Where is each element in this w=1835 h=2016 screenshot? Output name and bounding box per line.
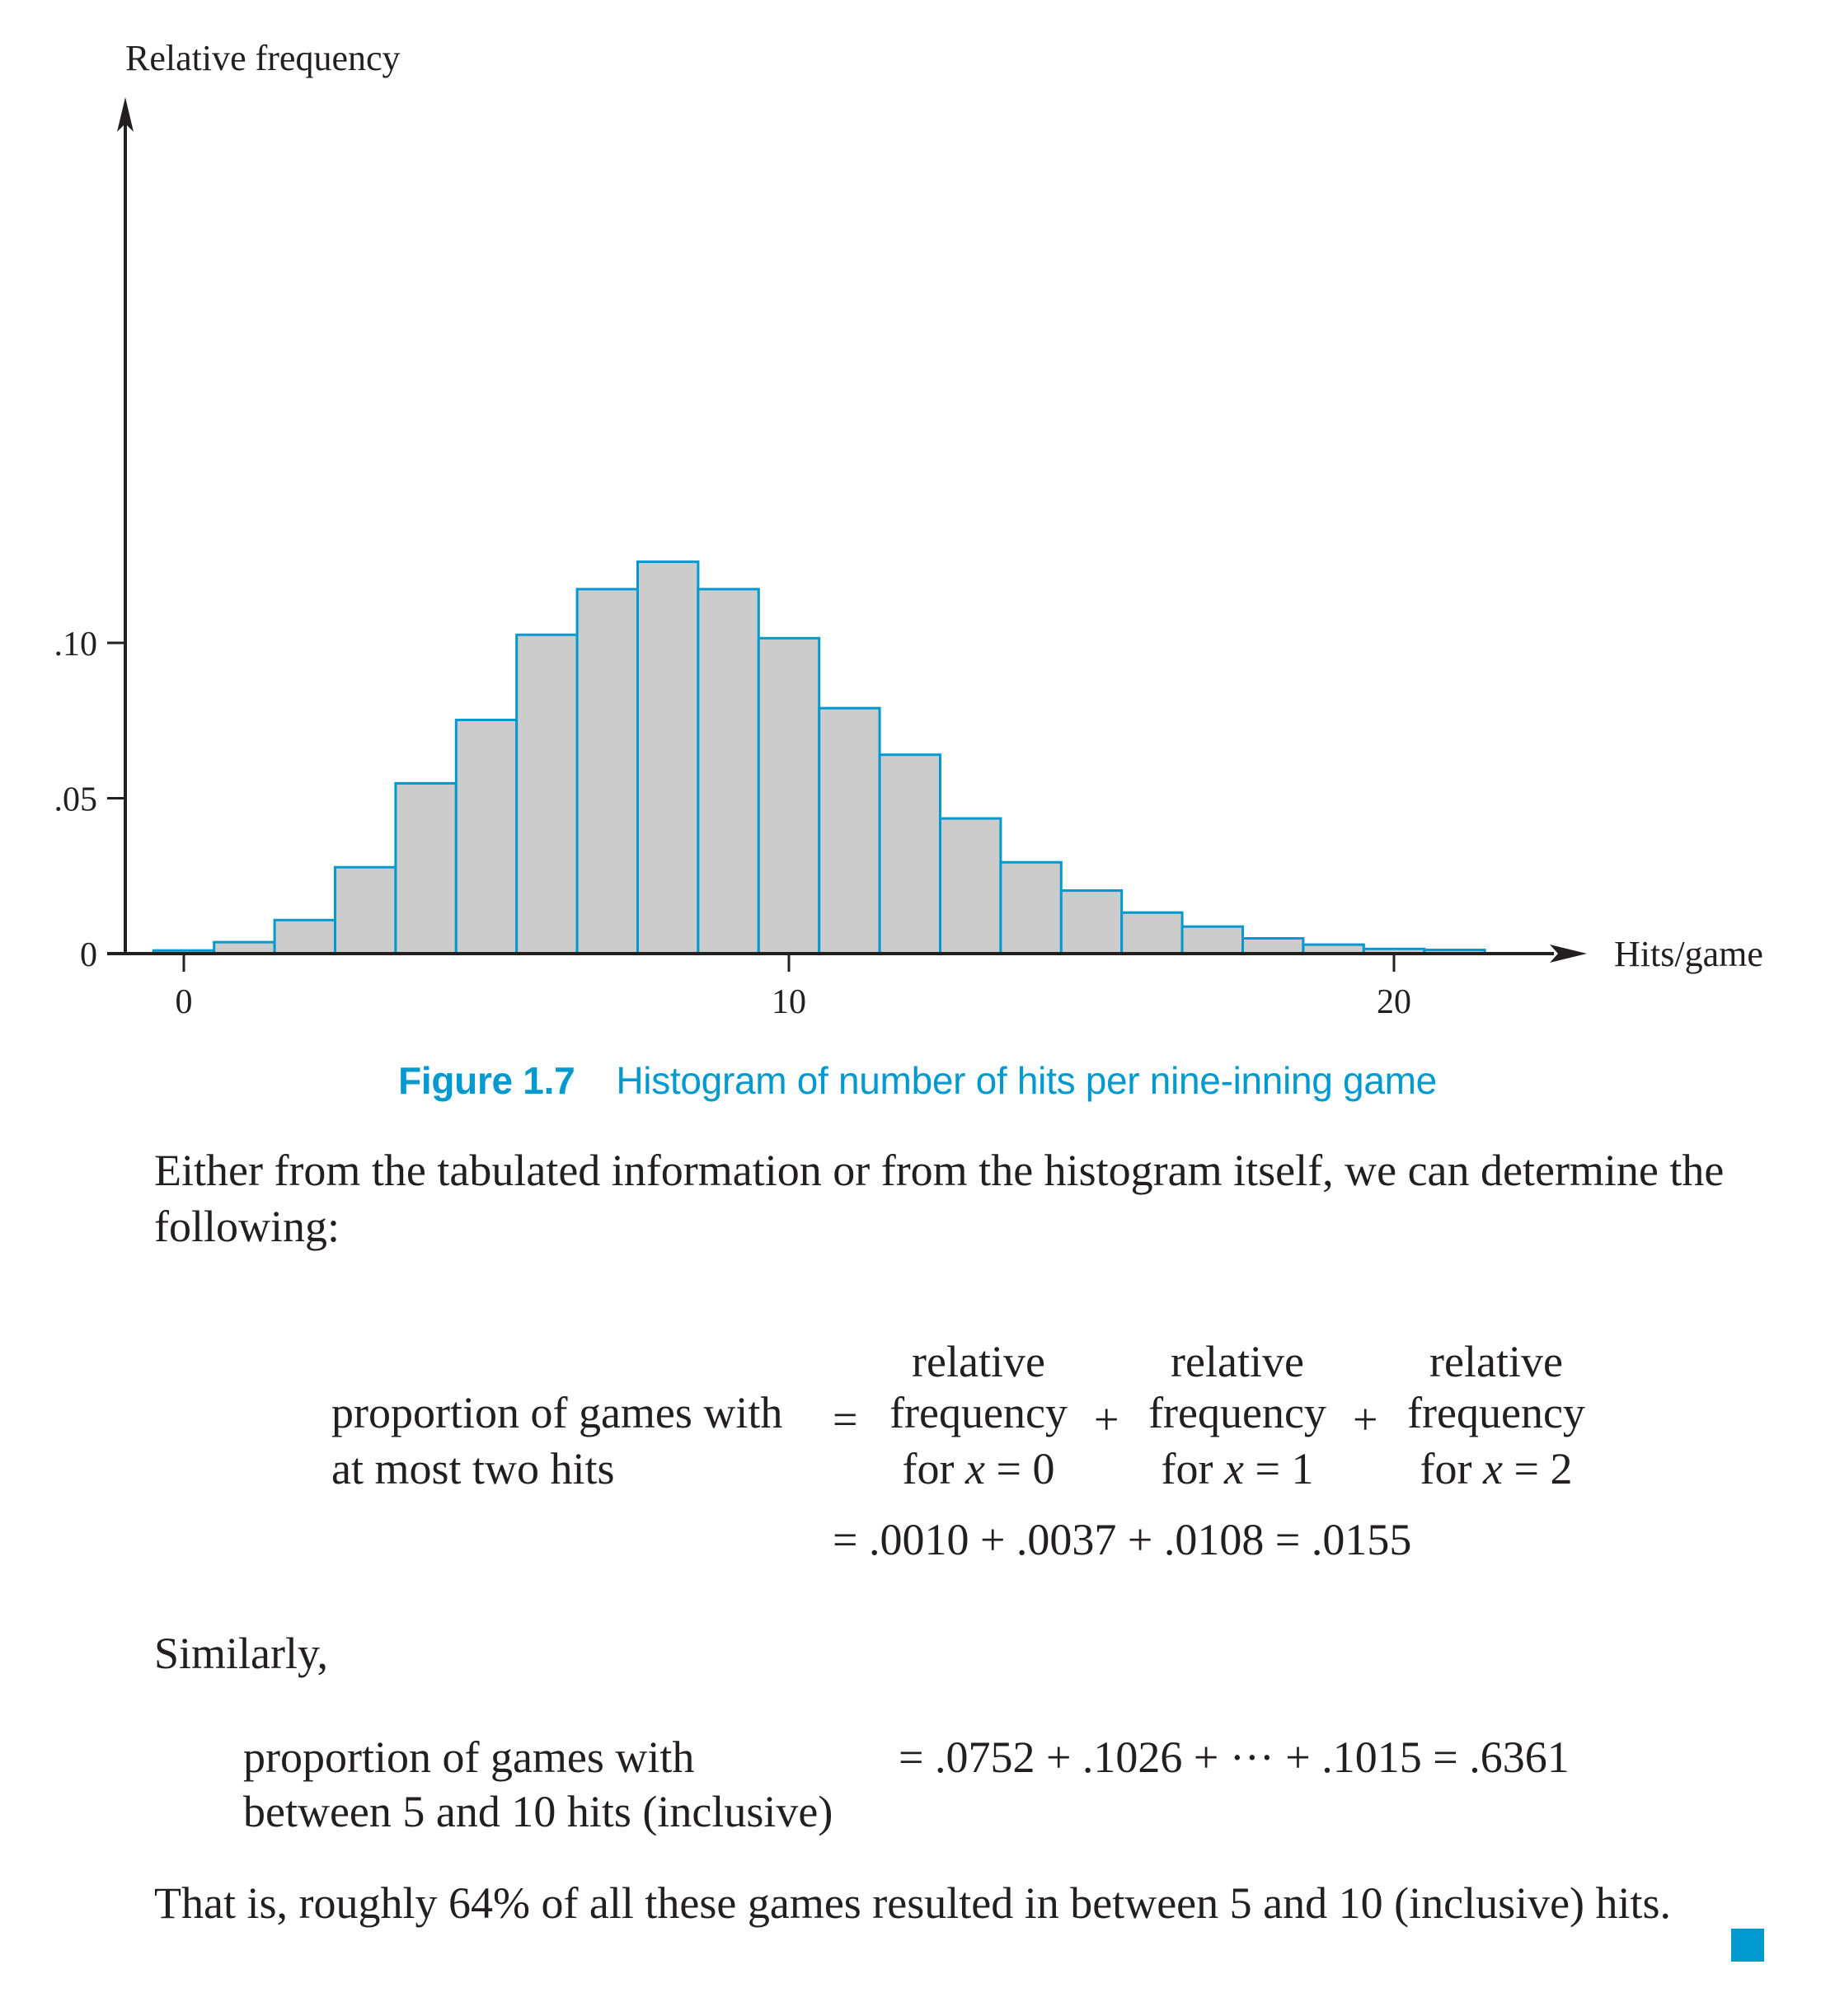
- y-axis-arrow-icon: [117, 97, 134, 132]
- eq1-term1-line1: relative: [912, 1337, 1045, 1386]
- histogram-bar-14: [999, 860, 1063, 955]
- eq1-term3-line3: for x = 2: [1420, 1444, 1573, 1493]
- histogram-bar-12: [878, 753, 941, 955]
- eq1-plus-2: +: [1353, 1395, 1378, 1444]
- x-tick-label: 0: [176, 983, 193, 1021]
- histogram-bar-3: [334, 865, 397, 955]
- intro-paragraph: Either from the tabulated information or…: [154, 1146, 1725, 1251]
- x-tick-label: 10: [772, 983, 806, 1021]
- y-tick-label: .05: [54, 781, 98, 819]
- eq1-term1-line3: for x = 0: [902, 1444, 1055, 1493]
- eq1-term1-line2: frequency: [889, 1388, 1068, 1437]
- eq1-equals: =: [833, 1395, 858, 1444]
- y-tick-group: .10 .05 0: [54, 626, 125, 974]
- eq1-term2-line1: relative: [1171, 1337, 1304, 1386]
- histogram-bar-1: [213, 940, 276, 955]
- y-axis-label: Relative frequency: [125, 38, 401, 78]
- eq1-term2-line2: frequency: [1148, 1388, 1326, 1437]
- eq1-lhs-line1: proportion of games with: [331, 1388, 783, 1437]
- histogram-bar-7: [575, 588, 639, 955]
- y-tick-label: .10: [54, 626, 98, 663]
- eq1-term3-line2: frequency: [1407, 1388, 1585, 1437]
- eq1-term3-line1: relative: [1429, 1337, 1563, 1386]
- histogram-bar-6: [515, 633, 579, 955]
- histogram-bar-17: [1180, 925, 1244, 955]
- x-axis-arrow-icon: [1550, 945, 1587, 963]
- histogram-bar-13: [939, 817, 1002, 955]
- eq1-lhs-line2: at most two hits: [331, 1444, 615, 1493]
- histogram-bar-2: [273, 918, 337, 955]
- x-axis-label: Hits/game: [1614, 934, 1763, 974]
- histogram-bar-4: [394, 781, 458, 955]
- eq2-lhs-line1: proportion of games with: [243, 1732, 695, 1782]
- x-tick-label: 20: [1377, 983, 1411, 1021]
- conclusion-paragraph: That is, roughly 64% of all these games …: [154, 1878, 1672, 1928]
- histogram-bar-5: [454, 719, 519, 955]
- eq1-plus-1: +: [1094, 1395, 1119, 1444]
- histogram-bar-10: [757, 636, 821, 955]
- histogram-bar-15: [1059, 889, 1124, 955]
- histogram-chart: .10 .05 0 0 10 20 Relative frequency Hits/ga…: [54, 38, 1763, 1021]
- end-of-example-marker: [1731, 1929, 1764, 1962]
- eq2-rhs: = .0752 + .1026 + ··· + .1015 = .6361: [899, 1732, 1570, 1782]
- eq1-result: = .0010 + .0037 + .0108 = .0155: [833, 1515, 1412, 1564]
- histogram-bar-11: [818, 706, 881, 955]
- histogram-bar-8: [636, 560, 700, 955]
- y-tick-label: 0: [80, 936, 97, 974]
- figure-caption-text: Histogram of number of hits per nine-inn…: [616, 1059, 1437, 1102]
- eq2-lhs-line2: between 5 and 10 hits (inclusive): [243, 1787, 833, 1836]
- eq1-term2-line3: for x = 1: [1161, 1444, 1314, 1493]
- figure-caption: Figure 1.7 Histogram of number of hits pe…: [0, 1058, 1835, 1103]
- histogram-bar-18: [1241, 937, 1305, 955]
- histogram-bar-9: [697, 588, 760, 955]
- histogram-bar-16: [1120, 911, 1184, 955]
- figure-label: Figure 1.7: [398, 1059, 575, 1102]
- x-tick-group: 0 10 20: [176, 954, 1411, 1021]
- similarly-text: Similarly,: [154, 1629, 328, 1678]
- histogram-bars: [152, 560, 1486, 955]
